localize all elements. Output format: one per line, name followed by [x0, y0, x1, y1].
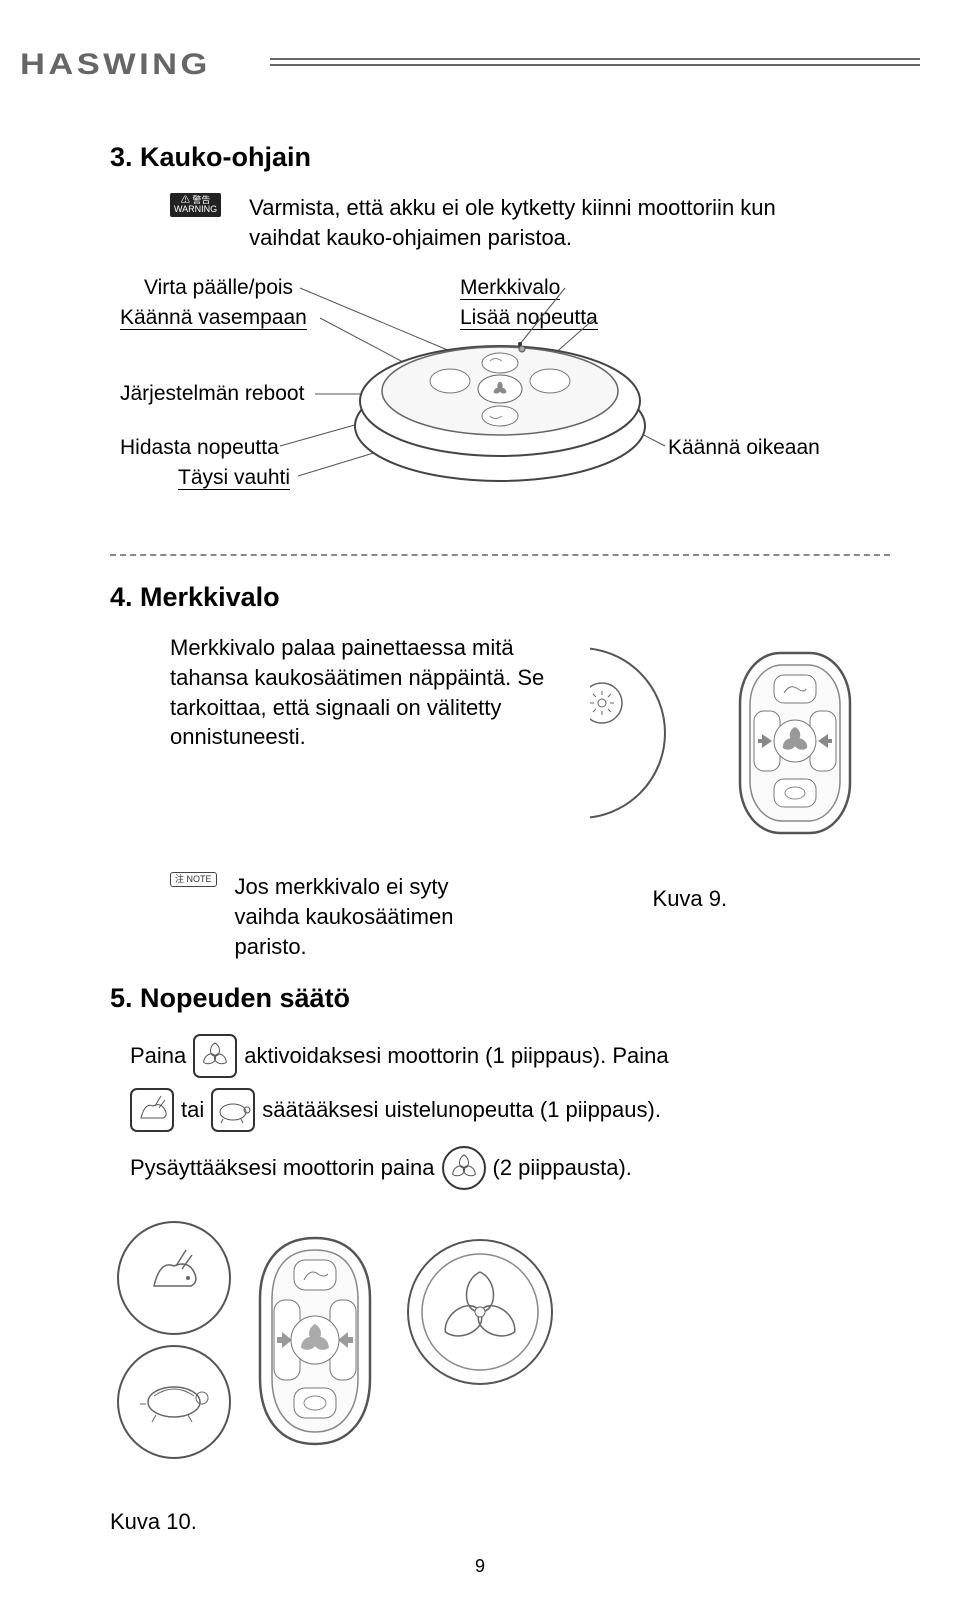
s5-line3a: Pysäyttääksesi moottorin paina [130, 1155, 435, 1181]
s5-line2b: säätääksesi uistelunopeutta (1 piippaus)… [262, 1097, 661, 1123]
s5-line2a: tai [181, 1097, 204, 1123]
section-3-title: 3. Kauko-ohjain [110, 142, 890, 173]
s5-line1a: Paina [130, 1043, 186, 1069]
remote-svg [120, 276, 880, 526]
brand-logo: HASWING [20, 48, 920, 88]
section-4-body: Merkkivalo palaa painettaessa mitä tahan… [170, 633, 550, 752]
note-icon: 注 NOTE [170, 872, 217, 887]
figure-10-illustration [110, 1216, 890, 1471]
rabbit-button-icon [130, 1088, 174, 1132]
section-4-title: 4. Merkkivalo [110, 582, 890, 613]
figure-9-caption: Kuva 9. [653, 884, 728, 914]
s5-line1b: aktivoidaksesi moottorin (1 piippaus). P… [244, 1043, 668, 1069]
propeller-round-icon [442, 1146, 486, 1190]
divider-dashed [110, 554, 890, 556]
turtle-button-icon [211, 1088, 255, 1132]
page-number: 9 [475, 1556, 485, 1577]
propeller-button-icon [193, 1034, 237, 1078]
remote-control-diagram: Virta päälle/pois Käännä vasempaan Järje… [120, 276, 880, 536]
section-5-title: 5. Nopeuden säätö [110, 983, 890, 1014]
warning-icon: ⚠ 警告 WARNING [170, 193, 221, 217]
figure-9-illustration [590, 633, 880, 858]
svg-text:HASWING: HASWING [20, 48, 211, 80]
s5-line3b: (2 piippausta). [493, 1155, 632, 1181]
page-header: HASWING [20, 48, 890, 93]
section-4-note: Jos merkkivalo ei syty vaihda kaukosääti… [235, 872, 515, 961]
section-3-warning-text: Varmista, että akku ei ole kytketty kiin… [249, 193, 849, 252]
figure-10-caption: Kuva 10. [110, 1507, 890, 1537]
